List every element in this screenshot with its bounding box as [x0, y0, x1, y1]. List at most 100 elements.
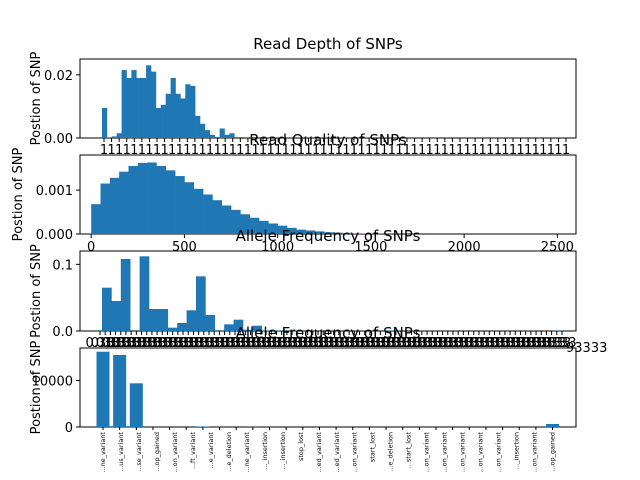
bar — [553, 330, 563, 331]
x-tick-label: 1 — [221, 143, 229, 158]
bar — [205, 315, 216, 331]
bar — [261, 330, 272, 331]
x-tick-label: 0.33 — [158, 336, 187, 351]
x-tick-label: 1 — [145, 143, 153, 158]
x-tick-label: 1 — [289, 143, 297, 158]
bar — [204, 130, 211, 138]
x-tick-label: 1 — [554, 143, 562, 158]
x-tick-label: 1 — [463, 143, 471, 158]
x-tick-label: 0.33 — [106, 336, 135, 351]
x-tick-label: 0.33 — [428, 336, 457, 351]
bar — [196, 276, 206, 331]
bar — [119, 171, 129, 234]
bar — [290, 330, 300, 331]
bar — [200, 123, 206, 138]
x-tick-label: 1 — [456, 143, 464, 158]
x-tick-label: 0 — [87, 240, 95, 255]
x-tick-label: 0.33 — [262, 336, 291, 351]
plot-frame — [79, 347, 577, 428]
x-category-label: ...ft_variant — [189, 432, 197, 470]
x-tick-label: 0.33 — [314, 336, 343, 351]
bar — [139, 256, 150, 331]
x-tick-label: 1 — [297, 143, 305, 158]
x-tick-label: 0.33 — [215, 336, 244, 351]
x-tick-label: 0.33 — [506, 336, 535, 351]
bar — [149, 309, 159, 331]
x-category-label: ...op_gained — [153, 432, 161, 472]
chart-title: Read Depth of SNPs — [253, 35, 403, 53]
x-tick-label: 1 — [501, 143, 509, 158]
bar — [131, 70, 137, 138]
x-tick-label: 0.33 — [366, 336, 395, 351]
x-tick-label: 0.33 — [236, 336, 265, 351]
x-category-label: ...on_variant — [351, 432, 359, 473]
x-tick-label: 1 — [426, 143, 434, 158]
bar — [96, 351, 110, 427]
bar — [175, 176, 185, 234]
x-category-label: ...e_variant — [207, 432, 215, 469]
x-category-label: ...ne_variant — [243, 432, 251, 473]
x-tick-label: 0.33 — [496, 336, 525, 351]
y-axis-label: Postion of SNP — [29, 341, 44, 435]
x-tick-label: 1 — [547, 143, 555, 158]
x-category-label: ...on_variant — [441, 432, 449, 473]
x-tick-label: 0.33 — [205, 336, 234, 351]
x-tick-label: 0.33 — [195, 336, 224, 351]
x-tick-label: 1 — [539, 143, 547, 158]
x-tick-label: 0.33 — [423, 336, 452, 351]
y-tick-label: 0.00 — [44, 132, 73, 147]
bar — [193, 188, 204, 234]
bar — [126, 77, 132, 138]
bar — [146, 65, 152, 138]
x-tick-label: 1 — [335, 143, 343, 158]
bar — [165, 170, 176, 234]
y-tick-label: 0.1 — [52, 258, 73, 273]
bar — [158, 309, 169, 331]
x-tick-label: 0.33 — [153, 336, 182, 351]
bar — [239, 137, 245, 138]
x-tick-label: 1 — [486, 143, 494, 158]
x-tick-label: 0.33 — [101, 336, 130, 351]
plot-frame — [79, 58, 577, 139]
bar — [249, 137, 255, 138]
x-tick-label: 0.33 — [174, 336, 203, 351]
x-tick-label: 0.33 — [454, 336, 483, 351]
bar — [195, 115, 201, 138]
x-tick-label: 1 — [410, 143, 418, 158]
bar — [243, 329, 253, 331]
bar — [271, 330, 281, 331]
x-tick-label: 0.33 — [288, 336, 317, 351]
y-axis-label: Postion of SNP — [29, 244, 44, 338]
bar — [147, 162, 157, 234]
x-tick-label: 2500 — [541, 240, 574, 255]
bar — [296, 229, 306, 234]
x-tick-label: 0.33 — [355, 336, 384, 351]
bar — [136, 77, 142, 138]
x-tick-label: 1 — [115, 143, 123, 158]
x-tick-label: 0.33 — [298, 336, 327, 351]
x-category-label: ...ed_variant — [315, 432, 323, 473]
x-tick-label: 0.33 — [278, 336, 307, 351]
x-tick-label: 0.33 — [111, 336, 140, 351]
x-tick-label: 0.33 — [148, 336, 177, 351]
bar — [314, 231, 325, 234]
bar — [102, 287, 112, 331]
x-tick-label: 0.33 — [283, 336, 312, 351]
x-tick-label: 0.33 — [210, 336, 239, 351]
bar — [324, 232, 334, 234]
x-tick-label: 1 — [342, 143, 350, 158]
x-tick-label: 0.33 — [475, 336, 504, 351]
x-tick-label: 0.33 — [252, 336, 281, 351]
bar — [155, 107, 162, 138]
bar — [121, 70, 127, 138]
bar — [234, 137, 240, 138]
x-tick-label: 1 — [100, 143, 108, 158]
y-tick-label: 0.000 — [36, 228, 73, 243]
x-tick-label: 0.33 — [117, 336, 146, 351]
y-tick-label: 0 — [65, 421, 73, 436]
x-tick-label: 0.33 — [490, 336, 519, 351]
x-tick-label: 0.33 — [241, 336, 270, 351]
x-tick-label: 1 — [365, 143, 373, 158]
bar — [167, 327, 178, 331]
